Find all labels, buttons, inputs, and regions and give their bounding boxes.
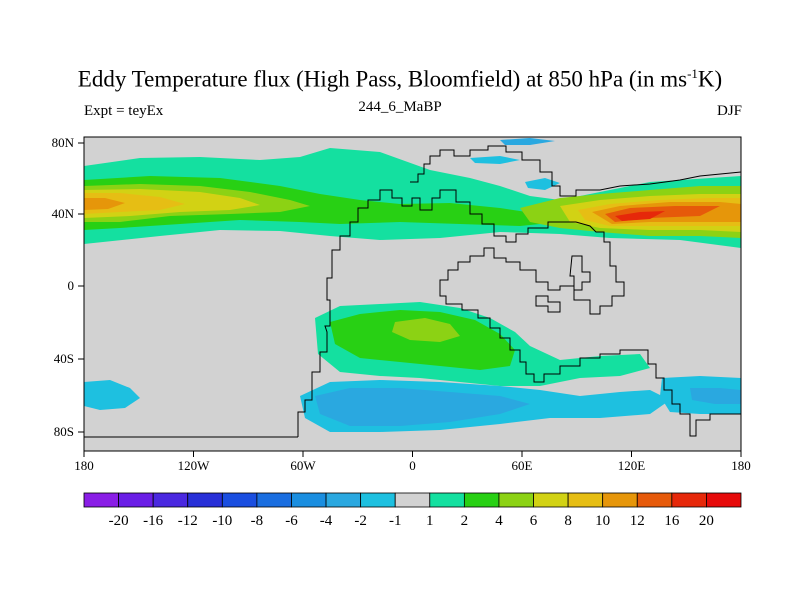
flux-band-north-west-6 xyxy=(84,198,125,210)
y-tick-label: 0 xyxy=(68,278,75,293)
flux-band-north-east-6 xyxy=(615,211,665,221)
y-tick-label: 80N xyxy=(52,135,75,150)
colorbar-label: 8 xyxy=(564,513,572,529)
y-tick-label: 40S xyxy=(54,351,74,366)
colorbar-label: -12 xyxy=(178,513,198,529)
colorbar-label: 4 xyxy=(495,513,503,529)
colorbar-swatch xyxy=(152,492,189,508)
colorbar-label: -8 xyxy=(251,513,264,529)
y-tick-label: 80S xyxy=(54,424,74,439)
colorbar-label: 1 xyxy=(426,513,434,529)
colorbar-swatch xyxy=(498,492,534,508)
coastline-central-continent xyxy=(439,189,741,437)
coastline-western-continent xyxy=(297,189,448,437)
colorbar-swatch xyxy=(429,492,465,508)
colorbar-swatch xyxy=(221,492,258,508)
x-tick-label: 60W xyxy=(290,458,316,473)
neg-flux-north-3 xyxy=(525,178,560,190)
colorbar-swatch xyxy=(567,492,604,508)
chart-title: Eddy Temperature flux (High Pass, Bloomf… xyxy=(77,66,723,92)
x-tick-label: 0 xyxy=(409,458,416,473)
colorbar-swatch xyxy=(671,492,707,508)
colorbar: -20 -16 -12 -10 -8 -6 -4 -2 -1 1 2 4 6 8 10 12 16 20 xyxy=(83,492,742,529)
colorbar-label: 16 xyxy=(664,513,680,529)
colorbar-swatch xyxy=(83,492,119,508)
colorbar-label: -4 xyxy=(320,513,333,529)
neg-flux-south-2 xyxy=(315,388,530,426)
tick-marks xyxy=(78,142,742,457)
colorbar-swatch xyxy=(187,492,223,508)
experiment-label: Expt = teyEx xyxy=(84,103,164,119)
colorbar-label: -10 xyxy=(212,513,232,529)
x-tick-label: 180 xyxy=(74,458,94,473)
colorbar-swatch xyxy=(706,492,742,508)
colorbar-swatch xyxy=(291,492,327,508)
run-label: 244_6_MaBP xyxy=(358,99,442,115)
colorbar-label: -20 xyxy=(109,513,129,529)
coastline-isthmus xyxy=(535,295,561,313)
colorbar-swatch xyxy=(118,492,154,508)
season-label: DJF xyxy=(716,103,742,119)
colorbar-swatch xyxy=(394,492,431,508)
x-tick-label: 120W xyxy=(178,458,211,473)
flux-band-south-3 xyxy=(392,318,460,342)
map-field xyxy=(84,137,741,451)
colorbar-label: -1 xyxy=(389,513,402,529)
colorbar-label: -16 xyxy=(143,513,163,529)
colorbar-swatch xyxy=(636,492,673,508)
coastline-small-island xyxy=(569,255,591,291)
colorbar-label: 10 xyxy=(595,513,610,529)
coastlines xyxy=(84,145,741,438)
neg-flux-north-2 xyxy=(470,156,520,164)
x-tick-label: 180 xyxy=(731,458,751,473)
colorbar-label: 12 xyxy=(630,513,645,529)
colorbar-swatch xyxy=(463,492,500,508)
x-tick-label: 60E xyxy=(512,458,533,473)
x-tick-label: 120E xyxy=(618,458,646,473)
flux-band-north-west-5 xyxy=(84,193,185,214)
colorbar-swatch xyxy=(533,492,569,508)
colorbar-label: -2 xyxy=(354,513,367,529)
colorbar-label: 2 xyxy=(461,513,469,529)
coastline-northern-landmass xyxy=(410,145,741,197)
colorbar-label: -6 xyxy=(285,513,298,529)
y-tick-label: 40N xyxy=(52,206,75,221)
neg-flux-west-south xyxy=(84,380,140,410)
colorbar-label: 6 xyxy=(530,513,538,529)
colorbar-swatch xyxy=(325,492,362,508)
neg-flux-north-1 xyxy=(500,138,555,145)
colorbar-label: 20 xyxy=(699,513,714,529)
colorbar-swatch xyxy=(256,492,292,508)
neg-flux-east-south-2 xyxy=(690,388,741,404)
colorbar-swatch xyxy=(360,492,396,508)
colorbar-swatch xyxy=(602,492,638,508)
